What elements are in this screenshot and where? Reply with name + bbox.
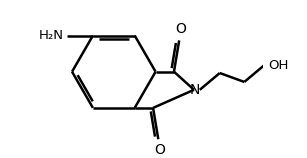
Text: O: O	[154, 143, 165, 157]
Text: N: N	[190, 83, 200, 97]
Text: H₂N: H₂N	[39, 29, 64, 42]
Text: O: O	[175, 22, 186, 36]
Text: OH: OH	[269, 59, 289, 72]
